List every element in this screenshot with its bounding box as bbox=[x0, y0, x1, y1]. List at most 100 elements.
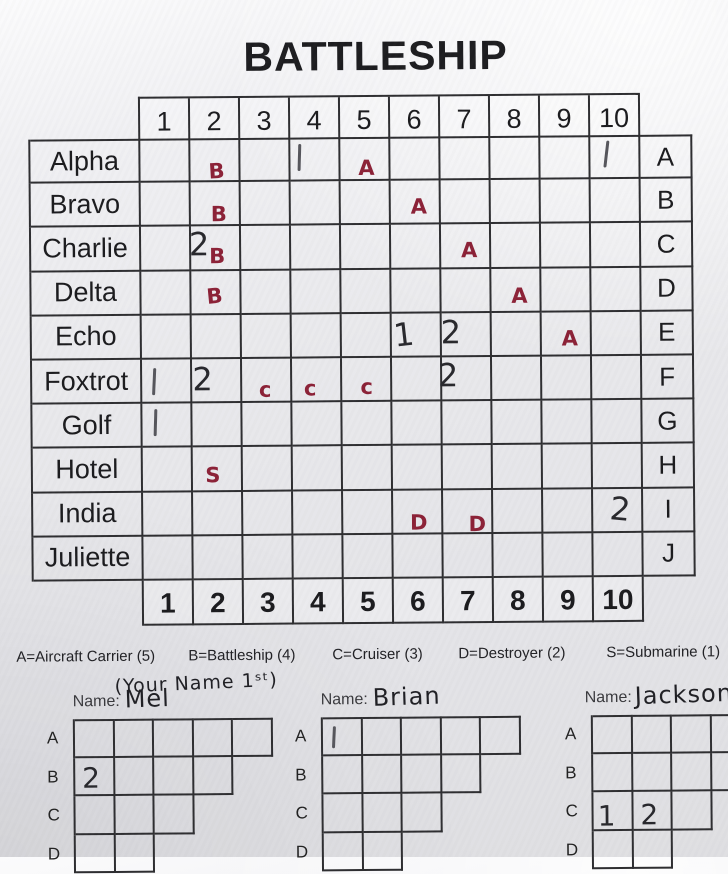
grid-cell bbox=[340, 180, 391, 226]
row-label: Delta bbox=[31, 271, 142, 317]
player-row-letter: B bbox=[295, 765, 307, 785]
grid-cell bbox=[143, 536, 194, 581]
player-grid-cell bbox=[593, 753, 633, 793]
row-label: Foxtrot bbox=[31, 359, 143, 405]
player-grid-row bbox=[591, 830, 674, 870]
row-letter: C bbox=[640, 222, 694, 268]
grid-cell bbox=[590, 134, 641, 180]
grid-cell bbox=[492, 444, 544, 490]
player-grid-cell bbox=[632, 753, 673, 793]
grid-cell bbox=[140, 226, 192, 272]
grid-footer-row: 1 2 3 4 5 6 7 8 9 10 bbox=[141, 576, 645, 626]
player-grid-row bbox=[321, 793, 443, 834]
red-ink-mark: c bbox=[360, 375, 374, 400]
player-grid-row bbox=[321, 754, 482, 795]
grid-cell bbox=[493, 533, 544, 578]
grid-cell bbox=[540, 223, 592, 269]
column-footer-cell: 1 bbox=[143, 580, 195, 626]
pencil-mark: 2 bbox=[640, 797, 659, 831]
player-grid-row bbox=[320, 715, 522, 756]
grid-cell bbox=[291, 358, 343, 403]
grid-cell bbox=[341, 269, 392, 314]
player-grid-cell bbox=[362, 716, 403, 756]
player-grid-cell bbox=[154, 756, 195, 796]
row-letter: F bbox=[641, 355, 695, 401]
grid-cell bbox=[290, 225, 342, 271]
grid-cell bbox=[292, 446, 344, 492]
grid-cell bbox=[591, 311, 642, 357]
player-grid-cell bbox=[193, 756, 234, 796]
row-letter: B bbox=[640, 178, 693, 224]
column-footer-cell: 7 bbox=[443, 577, 495, 624]
grid-cell bbox=[542, 400, 593, 445]
page-title: BATTLESHIP bbox=[243, 31, 508, 80]
grid-cell bbox=[141, 315, 192, 360]
row-letter: H bbox=[642, 443, 696, 489]
row-label: Echo bbox=[31, 315, 142, 361]
grid-cell bbox=[592, 444, 644, 489]
player-grid-cell bbox=[363, 832, 404, 872]
row-letter: D bbox=[641, 267, 694, 312]
grid-row: Echo E bbox=[29, 311, 694, 361]
player-row-letter: D bbox=[565, 840, 579, 860]
red-ink-mark: c bbox=[258, 377, 272, 402]
grid-cell bbox=[540, 179, 591, 224]
grid-cell bbox=[143, 491, 194, 537]
player-grid-cell bbox=[592, 714, 633, 754]
pencil-stroke-mark bbox=[331, 726, 336, 749]
grid-cell bbox=[543, 533, 594, 578]
player-name-label: Name: bbox=[320, 690, 368, 709]
grid-row: Charlie C bbox=[28, 222, 694, 273]
player-name-handwriting: Brian bbox=[372, 681, 442, 712]
row-letter: I bbox=[643, 487, 696, 533]
row-label: Alpha bbox=[30, 138, 141, 184]
player-grid-row bbox=[73, 834, 156, 874]
column-header-cell: 1 bbox=[139, 98, 191, 141]
red-ink-mark: B bbox=[205, 283, 224, 310]
grid-cell bbox=[290, 181, 341, 226]
grid-cell bbox=[140, 138, 191, 183]
row-label: Hotel bbox=[32, 448, 144, 494]
legend-item: C=Cruiser (3) bbox=[332, 645, 423, 664]
column-header-cell: 10 bbox=[589, 94, 641, 138]
player-grid-cell bbox=[441, 716, 482, 755]
player-row-letter: D bbox=[47, 844, 61, 864]
player-grid-cell bbox=[671, 714, 712, 754]
grid-cell bbox=[292, 402, 343, 447]
grid-cell bbox=[293, 534, 344, 580]
player-name-label: Name: bbox=[584, 688, 632, 707]
grid-cell bbox=[340, 225, 392, 270]
row-label: Golf bbox=[32, 403, 143, 449]
red-ink-mark: B bbox=[210, 202, 227, 227]
grid-header-row: 1 2 3 4 5 6 7 8 9 10 bbox=[137, 92, 641, 141]
column-footer-cell: 10 bbox=[593, 576, 645, 623]
player-grid-cell bbox=[323, 755, 364, 795]
player-grid-cell bbox=[402, 793, 443, 833]
column-header-cell: 2 bbox=[189, 97, 241, 141]
column-header-cell: 3 bbox=[239, 97, 291, 140]
player-grid-cell bbox=[74, 718, 115, 758]
player-row-letter: B bbox=[565, 763, 577, 783]
grid-cell bbox=[491, 312, 542, 357]
pencil-mark: 2 bbox=[82, 761, 101, 795]
player-name-label: Name: bbox=[72, 692, 120, 711]
grid-cell bbox=[443, 533, 494, 579]
pencil-stroke-mark bbox=[151, 368, 156, 396]
row-letter: E bbox=[641, 311, 694, 356]
player-grid-row bbox=[73, 795, 195, 836]
column-footer-cell: 6 bbox=[393, 578, 445, 624]
grid-cell bbox=[293, 490, 344, 536]
player-grid-cell bbox=[323, 832, 364, 872]
grid-cell bbox=[243, 535, 294, 580]
column-header-cell: 9 bbox=[539, 95, 591, 138]
player-grid-cell bbox=[593, 830, 634, 870]
pencil-mark: 2 bbox=[192, 360, 213, 399]
column-header-cell: 6 bbox=[389, 96, 441, 139]
grid-cell bbox=[493, 489, 544, 534]
grid-cell bbox=[142, 403, 193, 449]
legend: A=Aircraft Carrier (5) B=Battleship (4) C=… bbox=[0, 0, 725, 666]
grid-cell bbox=[541, 267, 592, 313]
grid-cell bbox=[540, 135, 591, 180]
player-grid-cell bbox=[402, 754, 443, 794]
pencil-mark: 2 bbox=[188, 225, 210, 264]
